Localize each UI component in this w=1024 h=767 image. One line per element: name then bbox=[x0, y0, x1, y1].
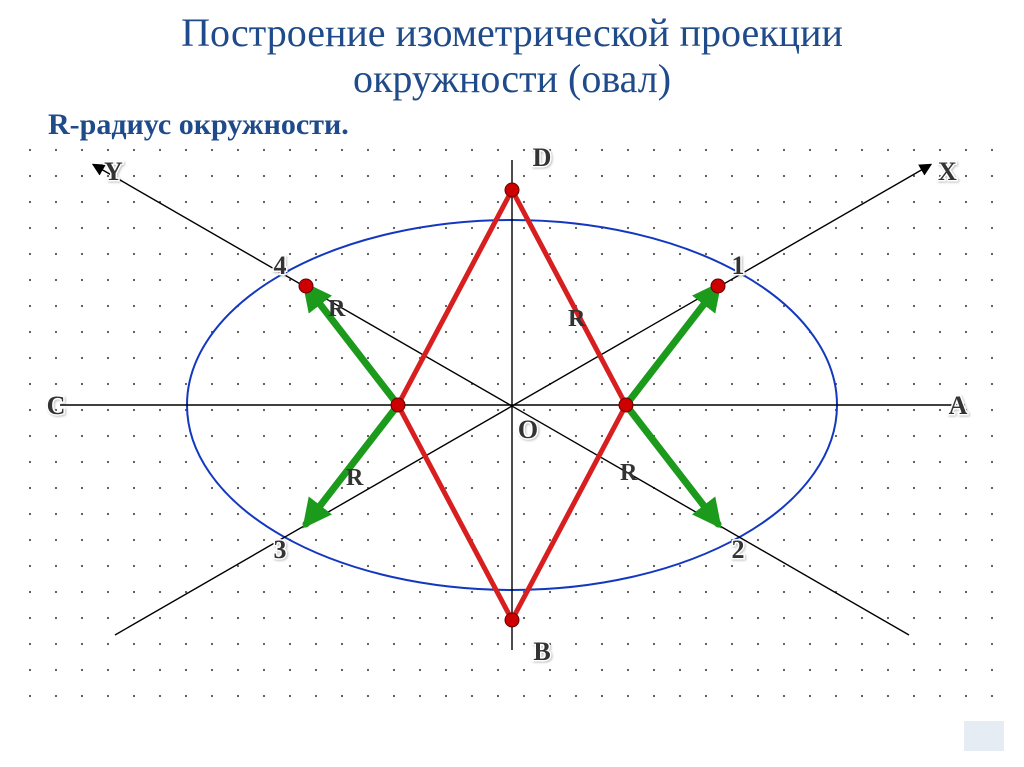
point-D bbox=[505, 183, 519, 197]
label-A: A bbox=[949, 391, 968, 420]
point-p1 bbox=[711, 279, 725, 293]
point-cR bbox=[619, 398, 633, 412]
label-p2: 2 bbox=[732, 535, 745, 564]
label-O: O bbox=[518, 415, 538, 444]
axis-label-y: Y bbox=[104, 157, 123, 186]
label-C: C bbox=[47, 391, 66, 420]
point-B bbox=[505, 613, 519, 627]
r-label-1: R bbox=[568, 306, 586, 332]
label-D: D bbox=[533, 143, 552, 172]
r-label-2: R bbox=[346, 465, 364, 491]
isometric-diagram: D B A C O 1 2 3 4 X Y R R R R bbox=[0, 0, 1024, 767]
green-arrow bbox=[306, 286, 398, 405]
r-label-0: R bbox=[328, 296, 346, 322]
point-cL bbox=[391, 398, 405, 412]
axis-label-x: X bbox=[938, 157, 957, 186]
green-arrow bbox=[626, 286, 718, 405]
page-number-box bbox=[964, 721, 1004, 751]
label-p4: 4 bbox=[274, 251, 287, 280]
point-p4 bbox=[299, 279, 313, 293]
label-p3: 3 bbox=[274, 535, 287, 564]
label-B: B bbox=[533, 637, 550, 666]
r-label-3: R bbox=[620, 460, 638, 486]
label-p1: 1 bbox=[732, 251, 745, 280]
green-arrow bbox=[626, 405, 718, 524]
